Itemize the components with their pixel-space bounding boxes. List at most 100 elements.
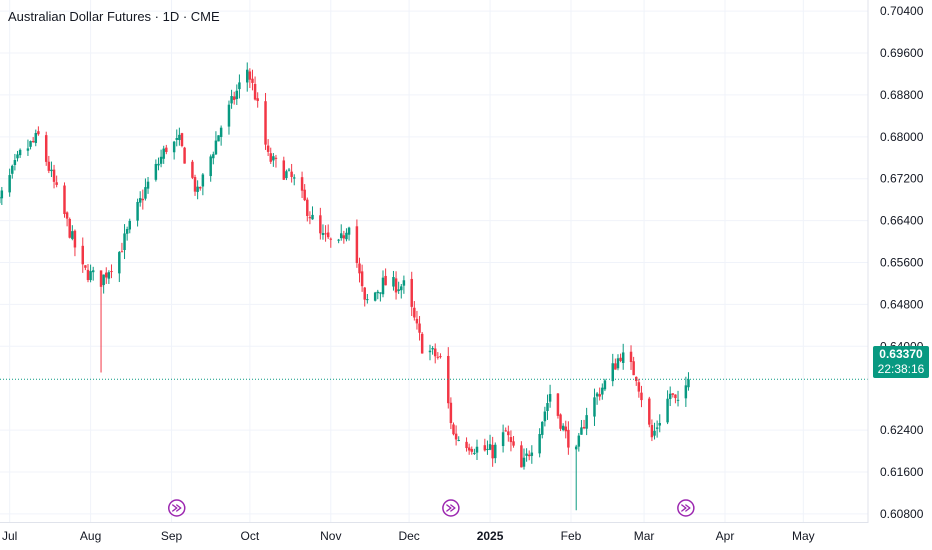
candle[interactable]: [530, 445, 534, 464]
candle[interactable]: [44, 131, 48, 166]
price-axis[interactable]: 0.70400 0.69600 0.68800 0.68000 0.67200 0.664…: [880, 4, 924, 521]
candle[interactable]: [84, 265, 87, 271]
candle[interactable]: [123, 224, 126, 260]
candle[interactable]: [175, 129, 178, 147]
candle[interactable]: [342, 230, 346, 244]
dividend-arrow-icon[interactable]: [168, 499, 186, 517]
candle[interactable]: [138, 191, 142, 207]
candle[interactable]: [504, 427, 507, 432]
candle[interactable]: [47, 155, 51, 174]
candle[interactable]: [355, 219, 359, 268]
candle[interactable]: [230, 89, 233, 109]
candle[interactable]: [272, 153, 275, 167]
candle[interactable]: [507, 425, 510, 442]
candle[interactable]: [105, 267, 108, 284]
candle[interactable]: [110, 264, 113, 279]
candle[interactable]: [548, 384, 552, 408]
candle[interactable]: [290, 163, 293, 183]
candle[interactable]: [326, 224, 330, 240]
candle[interactable]: [209, 154, 212, 182]
candle[interactable]: [120, 242, 124, 253]
candle[interactable]: [674, 394, 677, 404]
candle[interactable]: [384, 268, 387, 286]
candle[interactable]: [527, 450, 531, 461]
candle[interactable]: [55, 175, 58, 188]
candle[interactable]: [564, 420, 568, 439]
candle[interactable]: [172, 140, 176, 160]
candle[interactable]: [144, 178, 147, 201]
candles[interactable]: [0, 62, 690, 511]
candle[interactable]: [420, 332, 424, 354]
candle[interactable]: [136, 198, 139, 227]
candle[interactable]: [413, 301, 416, 321]
candle[interactable]: [400, 284, 403, 299]
candle[interactable]: [339, 224, 343, 241]
candle[interactable]: [256, 92, 259, 108]
candle[interactable]: [653, 422, 656, 440]
candle[interactable]: [650, 419, 654, 442]
candle[interactable]: [593, 388, 596, 426]
candle[interactable]: [71, 225, 74, 241]
candle[interactable]: [232, 91, 236, 105]
candle[interactable]: [635, 376, 638, 386]
candle[interactable]: [376, 289, 380, 300]
candle[interactable]: [373, 291, 377, 302]
events[interactable]: [168, 499, 695, 517]
candle[interactable]: [141, 189, 145, 210]
candle[interactable]: [473, 448, 476, 455]
candle[interactable]: [65, 211, 69, 227]
candle[interactable]: [655, 420, 659, 438]
candle[interactable]: [632, 356, 635, 376]
candle[interactable]: [567, 421, 570, 455]
candle[interactable]: [319, 207, 322, 240]
candle[interactable]: [439, 353, 442, 359]
candle[interactable]: [26, 139, 30, 156]
candle[interactable]: [253, 76, 257, 101]
candle[interactable]: [611, 353, 614, 387]
candle[interactable]: [193, 174, 197, 196]
candle[interactable]: [8, 168, 11, 197]
candle[interactable]: [512, 435, 515, 448]
candle[interactable]: [102, 274, 105, 294]
candle[interactable]: [308, 211, 312, 225]
candle[interactable]: [11, 164, 14, 179]
candle[interactable]: [363, 286, 366, 307]
candle[interactable]: [183, 146, 186, 164]
candle[interactable]: [238, 74, 241, 99]
candle[interactable]: [246, 62, 249, 92]
candle[interactable]: [128, 218, 132, 234]
candle[interactable]: [666, 390, 669, 425]
candle[interactable]: [397, 281, 400, 294]
candle[interactable]: [470, 446, 474, 455]
candle[interactable]: [324, 225, 327, 242]
candle[interactable]: [467, 443, 471, 455]
candle[interactable]: [34, 129, 38, 147]
candle[interactable]: [520, 441, 523, 468]
candle[interactable]: [637, 378, 641, 398]
dividend-arrow-icon[interactable]: [677, 499, 695, 517]
candle[interactable]: [433, 343, 437, 364]
candle[interactable]: [81, 237, 85, 273]
candle[interactable]: [580, 420, 583, 435]
candle[interactable]: [491, 436, 494, 467]
candle[interactable]: [306, 197, 309, 222]
candle[interactable]: [214, 131, 218, 156]
candle[interactable]: [86, 264, 90, 283]
candle[interactable]: [146, 176, 150, 194]
candle[interactable]: [687, 372, 690, 391]
candle[interactable]: [159, 149, 163, 168]
candle[interactable]: [157, 157, 160, 171]
candle[interactable]: [201, 173, 205, 196]
candle[interactable]: [640, 385, 643, 408]
candle[interactable]: [63, 182, 66, 218]
candle[interactable]: [447, 347, 450, 409]
candle[interactable]: [337, 238, 340, 244]
candle[interactable]: [538, 428, 541, 458]
candle[interactable]: [574, 444, 578, 511]
candle[interactable]: [561, 423, 565, 432]
candle[interactable]: [483, 438, 487, 452]
candle[interactable]: [248, 68, 252, 89]
candle[interactable]: [73, 229, 77, 257]
candle[interactable]: [381, 270, 385, 298]
